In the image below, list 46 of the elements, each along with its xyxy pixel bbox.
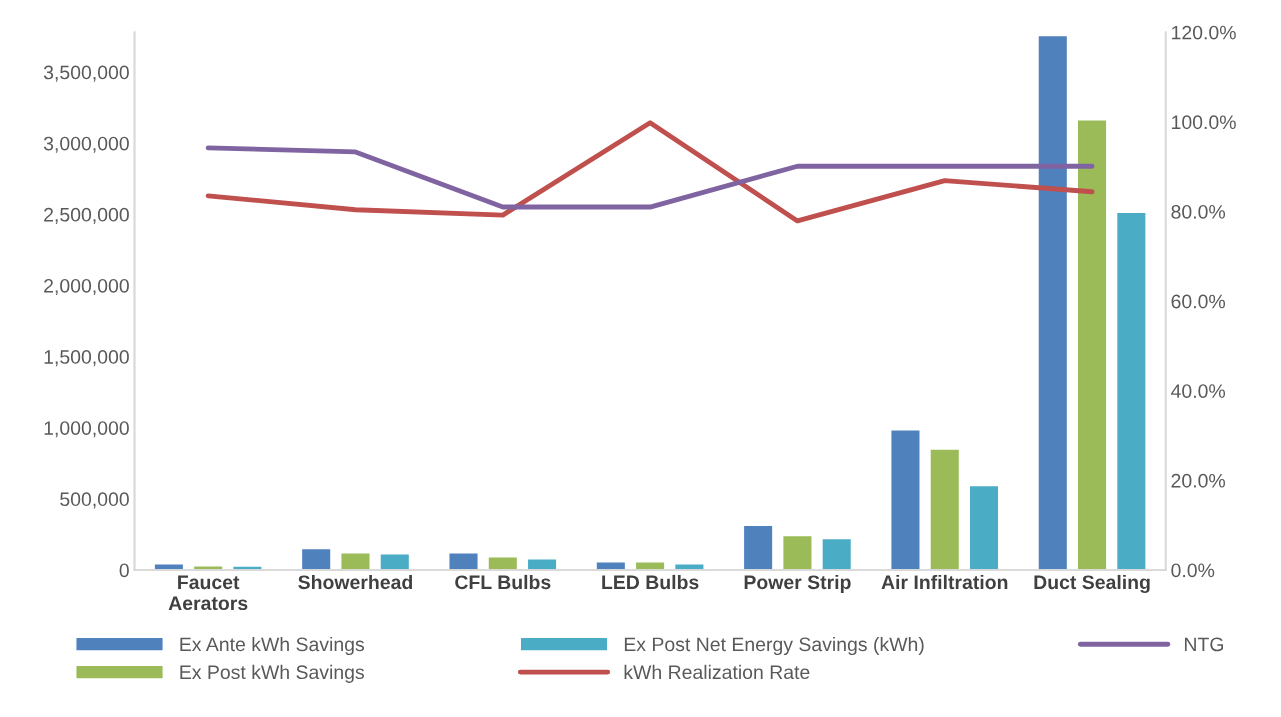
bar: [526, 558, 558, 571]
y-tick-label: 1,000,000: [44, 421, 129, 438]
legend-label: NTG: [1185, 637, 1223, 652]
bar: [929, 448, 961, 571]
y2-tick-label: 100.0%: [1172, 115, 1236, 130]
bar: [595, 561, 627, 571]
bar: [1037, 34, 1069, 571]
y-tick-label: 0: [119, 563, 129, 578]
bar: [742, 524, 774, 571]
x-tick-label: Air Infiltration: [881, 574, 1008, 590]
bar: [968, 484, 1000, 571]
line-series: [205, 120, 1095, 224]
legend-label: Ex Ante kWh Savings: [180, 636, 365, 656]
y2-tick-label: 40.0%: [1171, 384, 1226, 398]
bar: [821, 537, 853, 571]
bar: [487, 556, 519, 571]
line-series: [205, 145, 1095, 210]
bar: [634, 561, 666, 571]
bar: [340, 552, 371, 571]
bar: [1115, 211, 1147, 571]
legend-label: Ex Post Net Energy Savings (kWh): [624, 636, 924, 656]
y-tick-label: 1,500,000: [44, 350, 129, 367]
bar: [379, 553, 411, 571]
y2-tick-label: 120.0%: [1172, 25, 1236, 40]
y2-tick-label: 60.0%: [1171, 294, 1226, 309]
y-tick-label: 2,000,000: [44, 278, 129, 296]
y-tick-label: 2,500,000: [44, 207, 129, 224]
x-tick-label: Faucet Aerators: [168, 575, 248, 611]
bar: [448, 552, 479, 571]
bar: [300, 547, 332, 571]
legend-label: Ex Post kWh Savings: [180, 664, 364, 683]
x-tick-label: CFL Bulbs: [455, 574, 551, 590]
y-tick-label: 500,000: [60, 492, 129, 509]
bar: [890, 429, 921, 571]
y2-tick-label: 0.0%: [1171, 563, 1215, 578]
y-tick-label: 3,500,000: [43, 65, 129, 82]
y2-tick-label: 80.0%: [1171, 204, 1226, 219]
y-tick-label: 3,000,000: [43, 136, 129, 153]
x-tick-label: Showerhead: [298, 574, 413, 590]
bar: [1076, 119, 1108, 571]
y2-tick-label: 20.0%: [1171, 473, 1226, 488]
legend-label: kWh Realization Rate: [624, 664, 810, 680]
x-tick-label: Power Strip: [744, 574, 851, 593]
x-tick-label: Duct Sealing: [1034, 574, 1150, 594]
x-tick-label: LED Bulbs: [602, 574, 699, 590]
bar: [781, 534, 813, 571]
